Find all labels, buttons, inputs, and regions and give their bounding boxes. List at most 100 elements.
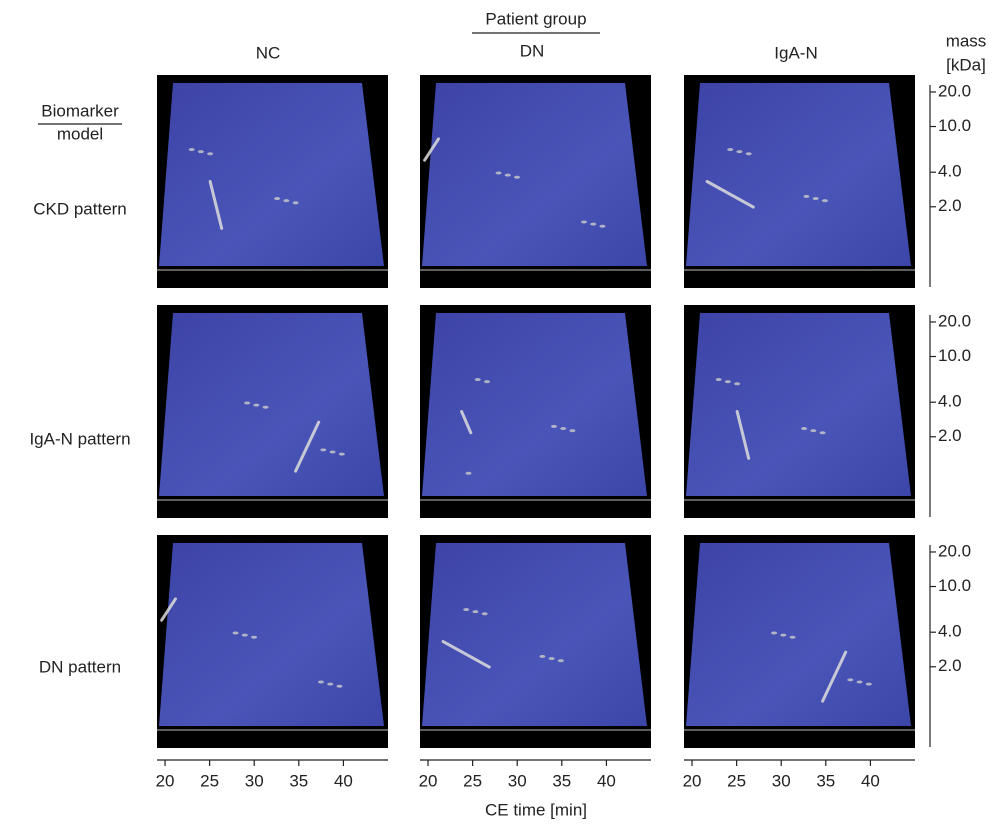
peak-dot bbox=[463, 608, 469, 611]
peak-dot bbox=[560, 427, 566, 430]
peak-dot bbox=[551, 425, 557, 428]
panel-surface bbox=[686, 543, 911, 726]
x-tick-label: 20 bbox=[156, 771, 175, 790]
peak-dot bbox=[207, 152, 213, 155]
peak-dot bbox=[251, 636, 257, 639]
y-tick-label: 2.0 bbox=[938, 196, 962, 215]
x-tick-label: 35 bbox=[816, 771, 835, 790]
peak-dot bbox=[716, 378, 722, 381]
y-tick-label: 10.0 bbox=[938, 576, 971, 595]
x-tick-label: 30 bbox=[508, 771, 527, 790]
x-tick-label: 40 bbox=[861, 771, 880, 790]
peak-dot bbox=[505, 174, 511, 177]
peak-dot bbox=[822, 199, 828, 202]
peak-dot bbox=[771, 631, 777, 634]
peak-dot bbox=[803, 195, 809, 198]
peak-dot bbox=[539, 655, 545, 658]
y-tick-label: 4.0 bbox=[938, 162, 962, 181]
y-axis-label: [kDa] bbox=[946, 55, 986, 74]
peak-dot bbox=[558, 659, 564, 662]
peak-dot bbox=[472, 610, 478, 613]
y-tick-label: 10.0 bbox=[938, 116, 971, 135]
x-tick-label: 20 bbox=[683, 771, 702, 790]
row-title: Biomarker bbox=[41, 101, 119, 120]
panel-surface bbox=[422, 543, 647, 726]
panel-surface bbox=[159, 313, 384, 496]
y-tick-label: 10.0 bbox=[938, 346, 971, 365]
peak-dot bbox=[810, 429, 816, 432]
peak-dot bbox=[198, 150, 204, 153]
panel-surface bbox=[686, 313, 911, 496]
y-tick-label: 4.0 bbox=[938, 622, 962, 641]
peak-dot bbox=[339, 453, 345, 456]
x-tick-label: 25 bbox=[463, 771, 482, 790]
panel-surface bbox=[686, 83, 911, 266]
peak-dot bbox=[549, 657, 555, 660]
peak-dot bbox=[599, 225, 605, 228]
figure: Patient group Biomarker model mass [kDa]… bbox=[0, 0, 998, 825]
peak-dot bbox=[725, 380, 731, 383]
peak-dot bbox=[233, 631, 239, 634]
peak-dot bbox=[293, 201, 299, 204]
peak-dot bbox=[475, 378, 481, 381]
peak-dot bbox=[336, 685, 342, 688]
peak-dot bbox=[569, 429, 575, 432]
row-label: DN pattern bbox=[39, 657, 121, 676]
column-label: NC bbox=[256, 43, 281, 62]
peak-dot bbox=[320, 448, 326, 451]
y-tick-label: 20.0 bbox=[938, 311, 971, 330]
panel-surface bbox=[159, 83, 384, 266]
peak-dot bbox=[581, 220, 587, 223]
peak-dot bbox=[484, 380, 490, 383]
peak-dot bbox=[734, 382, 740, 385]
peak-dot bbox=[813, 197, 819, 200]
column-label: DN bbox=[520, 41, 545, 60]
peak-dot bbox=[790, 636, 796, 639]
panel-surface bbox=[422, 83, 647, 266]
peak-dot bbox=[253, 404, 259, 407]
column-label: IgA-N bbox=[774, 43, 817, 62]
y-tick-label: 20.0 bbox=[938, 81, 971, 100]
x-tick-label: 40 bbox=[334, 771, 353, 790]
row-label: IgA-N pattern bbox=[29, 429, 130, 448]
panel-surface bbox=[422, 313, 647, 496]
y-tick-label: 4.0 bbox=[938, 392, 962, 411]
x-axis-label: CE time [min] bbox=[485, 800, 587, 819]
x-tick-label: 35 bbox=[289, 771, 308, 790]
peak-dot bbox=[820, 431, 826, 434]
x-tick-label: 30 bbox=[245, 771, 264, 790]
x-tick-label: 25 bbox=[727, 771, 746, 790]
peak-dot bbox=[590, 223, 596, 226]
peak-dot bbox=[801, 427, 807, 430]
peak-dot bbox=[244, 401, 250, 404]
peak-dot bbox=[283, 199, 289, 202]
panel-surface bbox=[159, 543, 384, 726]
x-tick-label: 20 bbox=[419, 771, 438, 790]
row-label: CKD pattern bbox=[33, 199, 127, 218]
peak-dot bbox=[847, 678, 853, 681]
peak-dot bbox=[263, 406, 269, 409]
x-tick-label: 25 bbox=[200, 771, 219, 790]
peak-dot bbox=[514, 176, 520, 179]
column-title: Patient group bbox=[485, 9, 586, 28]
peak-dot bbox=[496, 171, 502, 174]
y-tick-label: 2.0 bbox=[938, 426, 962, 445]
peak-dot bbox=[866, 683, 872, 686]
peak-dot bbox=[318, 680, 324, 683]
peak-dot bbox=[746, 152, 752, 155]
x-tick-label: 30 bbox=[772, 771, 791, 790]
peak-dot bbox=[189, 148, 195, 151]
x-tick-label: 40 bbox=[597, 771, 616, 790]
peak-dot bbox=[780, 634, 786, 637]
peak-dot bbox=[330, 450, 336, 453]
y-tick-label: 2.0 bbox=[938, 656, 962, 675]
x-tick-label: 35 bbox=[552, 771, 571, 790]
y-tick-label: 20.0 bbox=[938, 541, 971, 560]
peak-dot bbox=[727, 148, 733, 151]
peak-dot bbox=[857, 680, 863, 683]
y-axis-label: mass bbox=[946, 31, 987, 50]
peak-dot bbox=[242, 634, 248, 637]
peak-dot bbox=[274, 197, 280, 200]
peak-dot bbox=[466, 472, 472, 475]
peak-dot bbox=[482, 612, 488, 615]
